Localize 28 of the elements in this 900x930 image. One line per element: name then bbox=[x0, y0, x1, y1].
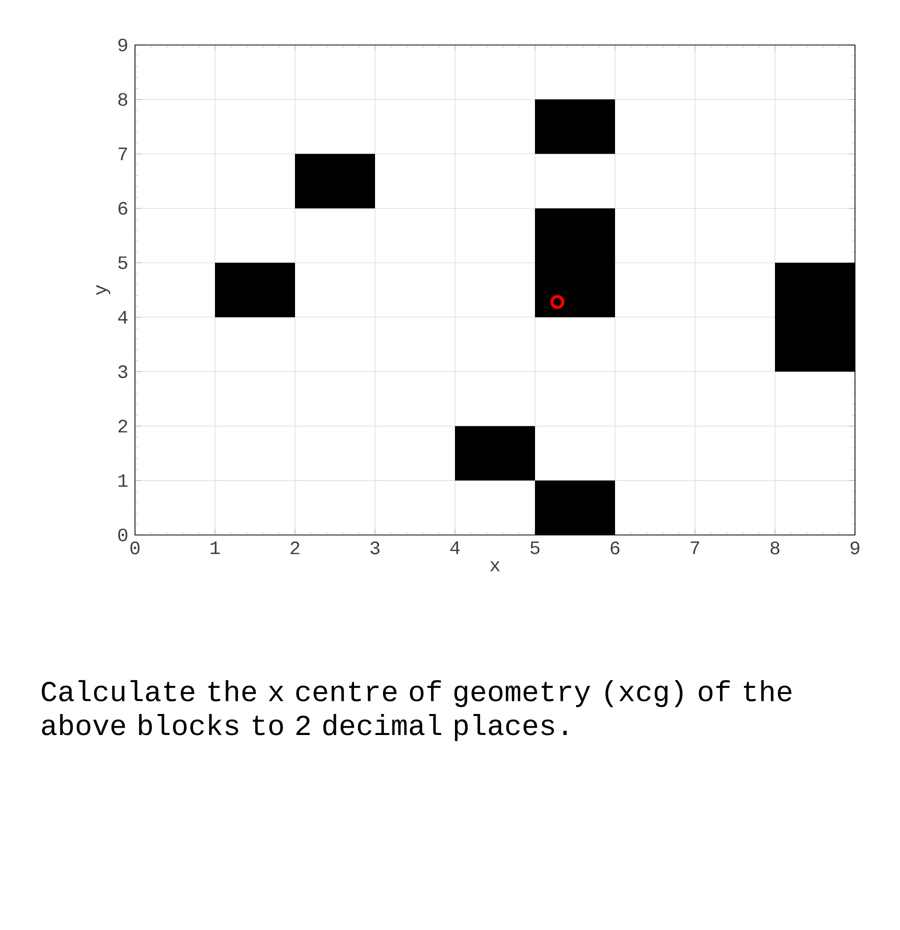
y-tick-label: 7 bbox=[118, 148, 127, 160]
x-tick-label: 4 bbox=[450, 542, 460, 554]
x-tick-label: 7 bbox=[690, 542, 700, 554]
y-tick-label: 1 bbox=[118, 474, 128, 487]
y-axis-title: y bbox=[96, 284, 110, 296]
x-tick-label: 2 bbox=[290, 542, 300, 554]
x-axis-title: x bbox=[490, 561, 500, 572]
y-tick-label: 6 bbox=[118, 202, 128, 215]
y-tick-label: 8 bbox=[118, 93, 128, 106]
bar bbox=[535, 99, 615, 154]
x-tick-label: 1 bbox=[210, 542, 220, 554]
bar bbox=[215, 262, 295, 318]
x-tick-label: 5 bbox=[530, 542, 540, 554]
x-tick-label: 9 bbox=[850, 542, 860, 554]
y-tick-label: 0 bbox=[118, 528, 128, 542]
y-tick-label: 3 bbox=[118, 365, 128, 378]
y-tick-label: 9 bbox=[118, 38, 128, 52]
bar bbox=[295, 154, 375, 208]
text: Calculate the x centre of geometry (xcg) of the above blocks to 2 decimal places. bbox=[42, 680, 792, 741]
x-tick-label: 0 bbox=[130, 542, 140, 554]
y-tick-label: 2 bbox=[118, 420, 128, 432]
bar bbox=[535, 208, 615, 318]
x-tick-label: 6 bbox=[610, 542, 620, 554]
y-tick-label: 5 bbox=[118, 256, 128, 270]
x-tick-label: 3 bbox=[370, 542, 380, 554]
y-tick-label: 4 bbox=[118, 310, 128, 324]
bar bbox=[455, 426, 535, 481]
x-tick-label: 8 bbox=[770, 542, 780, 554]
